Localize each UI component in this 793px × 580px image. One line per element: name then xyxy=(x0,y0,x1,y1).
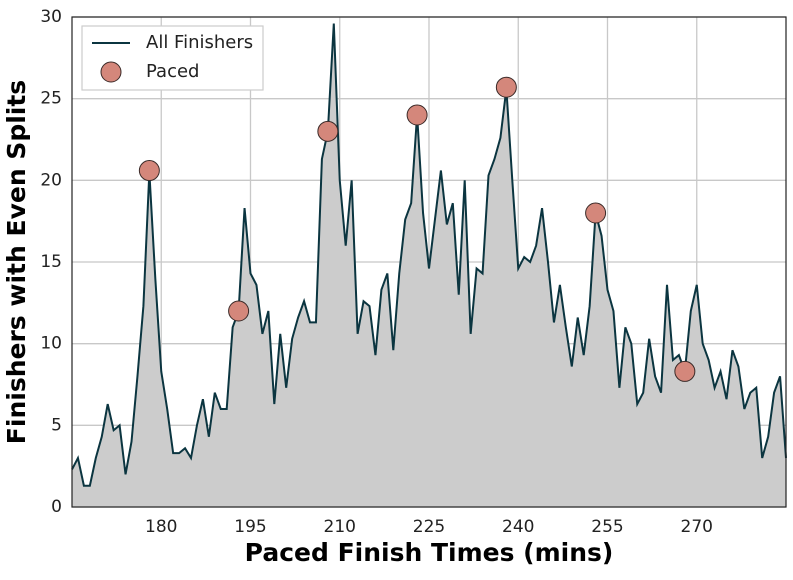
legend-label: Paced xyxy=(146,61,199,82)
plot xyxy=(71,23,787,508)
point xyxy=(138,160,160,182)
y-tick-label: 15 xyxy=(40,252,62,272)
y-tick-label: 25 xyxy=(40,89,62,109)
y-axis-title: Finishers with Even Splits xyxy=(2,80,31,444)
x-tick-label: 240 xyxy=(502,517,534,537)
point xyxy=(317,120,339,142)
point xyxy=(495,76,517,98)
legend-label: All Finishers xyxy=(146,32,253,53)
legend: All Finishers Paced xyxy=(81,25,264,91)
area xyxy=(72,23,786,508)
point xyxy=(228,300,250,322)
line xyxy=(71,23,787,487)
legend-swatch xyxy=(100,61,122,83)
x-tick-label: 255 xyxy=(591,517,623,537)
x-tick-label: 225 xyxy=(413,517,445,537)
x-tick-label: 270 xyxy=(681,517,713,537)
point xyxy=(674,360,696,382)
point xyxy=(406,104,428,126)
y-tick-label: 0 xyxy=(51,497,62,517)
point xyxy=(585,202,607,224)
y-tick-label: 20 xyxy=(40,170,62,190)
x-axis-title: Paced Finish Times (mins) xyxy=(245,538,614,567)
x-tick-label: 180 xyxy=(145,517,177,537)
y-tick-label: 10 xyxy=(40,334,62,354)
x-tick-label: 195 xyxy=(234,517,266,537)
y-tick-label: 5 xyxy=(51,415,62,435)
x-tick-label: 210 xyxy=(324,517,356,537)
y-tick-label: 30 xyxy=(40,7,62,27)
plot-frame xyxy=(71,16,787,508)
